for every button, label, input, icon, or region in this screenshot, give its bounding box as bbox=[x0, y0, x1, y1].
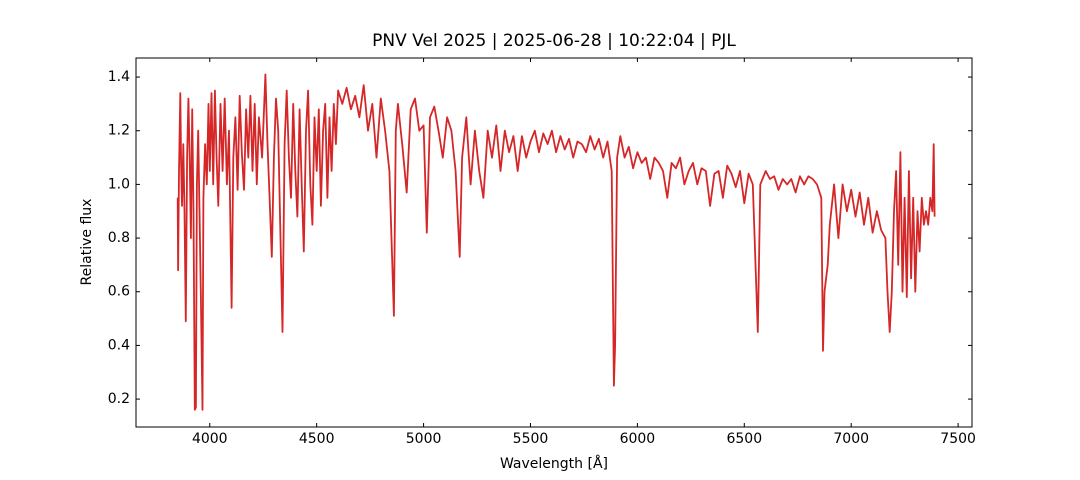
y-axis-label: Relative flux bbox=[79, 199, 95, 286]
y-tick-label: 0.8 bbox=[108, 230, 130, 246]
x-tick-label: 4500 bbox=[299, 431, 335, 447]
chart-title: PNV Vel 2025 | 2025-06-28 | 10:22:04 | P… bbox=[372, 31, 736, 51]
y-tick-label: 1.4 bbox=[108, 69, 130, 85]
x-tick-label: 5000 bbox=[406, 431, 442, 447]
x-axis-label: Wavelength [Å] bbox=[500, 455, 608, 472]
x-tick-label: 7500 bbox=[940, 431, 976, 447]
x-tick-label: 4000 bbox=[192, 431, 228, 447]
x-tick-label: 5500 bbox=[513, 431, 549, 447]
y-tick-label: 1.2 bbox=[108, 123, 130, 139]
y-tick-label: 0.4 bbox=[108, 337, 130, 353]
plot-frame bbox=[135, 57, 973, 428]
y-tick-label: 0.6 bbox=[108, 284, 130, 300]
y-tick-label: 1.0 bbox=[108, 176, 130, 192]
x-tick-label: 6500 bbox=[726, 431, 762, 447]
y-tick-label: 0.2 bbox=[108, 391, 130, 407]
spectrum-line bbox=[176, 73, 936, 411]
x-tick-label: 7000 bbox=[833, 431, 869, 447]
x-tick-label: 6000 bbox=[620, 431, 656, 447]
